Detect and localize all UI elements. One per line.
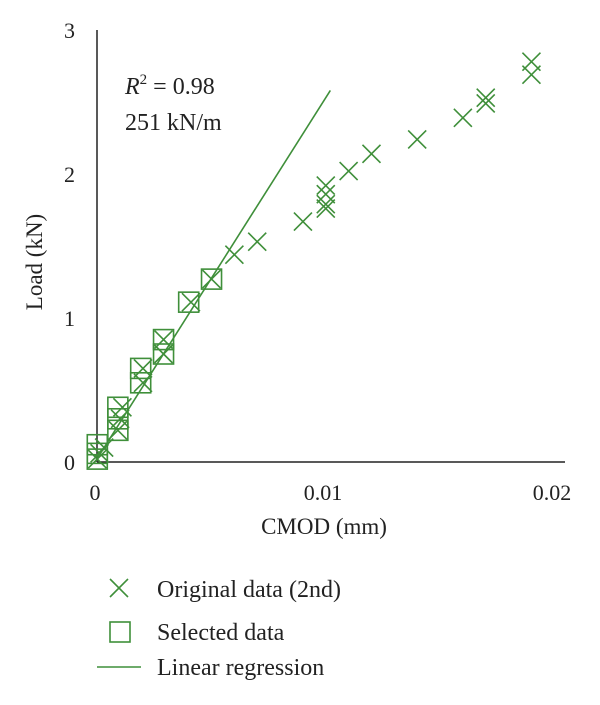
legend-item-selected: Selected data [109, 620, 285, 646]
original-data-point [407, 129, 427, 150]
legend-label: Linear regression [157, 655, 324, 681]
legend: Original data (2nd) Selected data Linear… [97, 577, 341, 681]
original-data-point [361, 144, 382, 164]
original-data-point [153, 330, 174, 350]
cross-marker-icon [109, 578, 129, 598]
original-data-point [87, 449, 107, 469]
original-data-point [476, 93, 496, 114]
r-exponent: 2 [140, 72, 148, 88]
original-data-point [521, 52, 542, 72]
y-tick-label: 3 [64, 18, 75, 43]
x-tick-label: 0.01 [304, 480, 343, 505]
original-data-point [453, 108, 473, 128]
original-data-point [247, 232, 267, 252]
x-axis-title: CMOD (mm) [261, 514, 387, 539]
selected-data-point [152, 328, 175, 351]
r-squared-value: = 0.98 [147, 74, 215, 100]
selected-data-point [129, 357, 152, 380]
original-data-point [316, 175, 336, 196]
selected-data-point [200, 268, 223, 290]
y-tick-label: 0 [64, 450, 75, 475]
regression-line [94, 90, 332, 463]
selected-data-point [177, 291, 200, 313]
original-data-point [316, 184, 336, 204]
original-data-point [110, 409, 130, 429]
y-tick-label: 2 [64, 162, 75, 187]
original-data-point [224, 245, 244, 265]
original-data-point [339, 161, 359, 181]
r-symbol: R [124, 74, 140, 100]
x-tick-label: 0.02 [533, 480, 572, 505]
original-data-point [108, 420, 128, 440]
y-axis-title: Load (kN) [22, 214, 47, 310]
stiffness-annotation: 251 kN/m [125, 110, 222, 136]
original-data-point [133, 358, 153, 378]
selected-data-point [129, 371, 152, 394]
selected-data-point [152, 343, 175, 365]
original-data-point [133, 373, 153, 393]
original-data-point [316, 194, 336, 214]
legend-label: Original data (2nd) [157, 577, 341, 603]
legend-label: Selected data [157, 620, 285, 646]
original-data-point [153, 344, 174, 364]
r-squared-annotation: R2 = 0.98 [124, 72, 215, 100]
square-marker-icon [109, 621, 131, 643]
original-data-point [181, 292, 201, 312]
regression-line-layer [94, 90, 332, 463]
original-data-point [90, 443, 110, 463]
legend-item-regression: Linear regression [97, 655, 324, 681]
original-data-point [316, 198, 336, 219]
selected-data-point [107, 407, 129, 430]
original-data-point [476, 88, 496, 108]
legend-item-original: Original data (2nd) [109, 577, 341, 603]
original-data-point [94, 438, 114, 458]
original-data-layer [87, 52, 542, 469]
original-data-point [112, 397, 132, 417]
original-data-point [293, 211, 313, 232]
y-tick-label: 1 [64, 306, 75, 331]
x-tick-label: 0 [90, 480, 101, 505]
original-data-point [201, 269, 222, 289]
